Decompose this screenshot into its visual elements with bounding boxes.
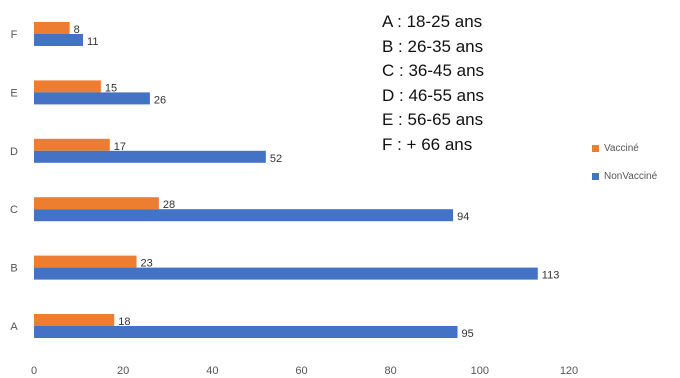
bar-non-vaccine-b [34,267,538,280]
data-label-non-vaccine-d: 52 [270,153,282,165]
legend-label-non-vaccine: NonVacciné [604,170,658,182]
x-tick-label: 20 [117,365,129,377]
legend-swatch-non-vaccine [592,172,599,180]
data-label-non-vaccine-b: 113 [542,270,560,282]
category-label-e: E [10,87,17,99]
legend: Vacciné NonVacciné [592,140,678,196]
bars-group: 18 95 23 113 28 94 17 52 15 26 8 11 [34,22,559,340]
category-label-a: A [10,321,18,333]
data-label-vaccine-f: 8 [74,24,80,36]
legend-swatch-vaccine [592,144,599,152]
legend-item-non-vaccine: NonVacciné [592,168,678,184]
age-key-e: E : 56-65 ans [382,110,484,129]
legend-label-vaccine: Vacciné [604,142,639,154]
legend-item-vaccine: Vacciné [592,140,678,156]
data-label-non-vaccine-a: 95 [462,328,474,340]
category-label-b: B [10,263,17,275]
data-label-vaccine-b: 23 [141,258,153,270]
x-axis-ticks: 0 20 40 60 80 100 120 [31,365,578,377]
data-label-non-vaccine-f: 11 [87,36,98,48]
x-tick-label: 120 [560,365,578,377]
x-tick-label: 60 [295,365,307,377]
bar-vaccine-e [34,80,101,93]
category-label-f: F [11,29,18,41]
bar-non-vaccine-f [34,34,84,46]
data-label-vaccine-c: 28 [163,199,175,211]
x-tick-label: 40 [206,365,218,377]
data-label-vaccine-a: 18 [118,316,130,328]
bar-non-vaccine-e [34,92,150,105]
category-label-c: C [10,204,18,216]
age-key-a: A : 18-25 ans [382,12,483,31]
bar-non-vaccine-a [34,326,458,338]
bar-non-vaccine-c [34,209,454,222]
bar-vaccine-b [34,255,137,268]
bar-vaccine-c [34,197,159,210]
data-label-non-vaccine-e: 26 [154,94,166,106]
x-tick-label: 80 [385,365,397,377]
x-tick-label: 0 [31,365,37,377]
age-key-b: B : 26-35 ans [382,36,484,56]
data-label-non-vaccine-c: 94 [457,211,469,223]
category-labels: A B C D E F [10,29,18,333]
bar-vaccine-d [34,138,110,151]
age-key-c: C : 36-45 ans [382,61,485,80]
age-group-key: A : 18-25 ans B : 26-35 ans C : 36-45 an… [382,10,552,157]
age-key-f: F : + 66 ans [382,134,473,154]
bar-vaccine-a [34,314,115,326]
data-label-vaccine-e: 15 [105,82,117,94]
age-key-d: D : 46-55 ans [382,85,485,105]
category-label-d: D [10,146,18,158]
x-tick-label: 100 [471,365,489,377]
bar-non-vaccine-d [34,150,266,163]
bar-vaccine-f [34,22,70,34]
data-label-vaccine-d: 17 [114,141,126,153]
